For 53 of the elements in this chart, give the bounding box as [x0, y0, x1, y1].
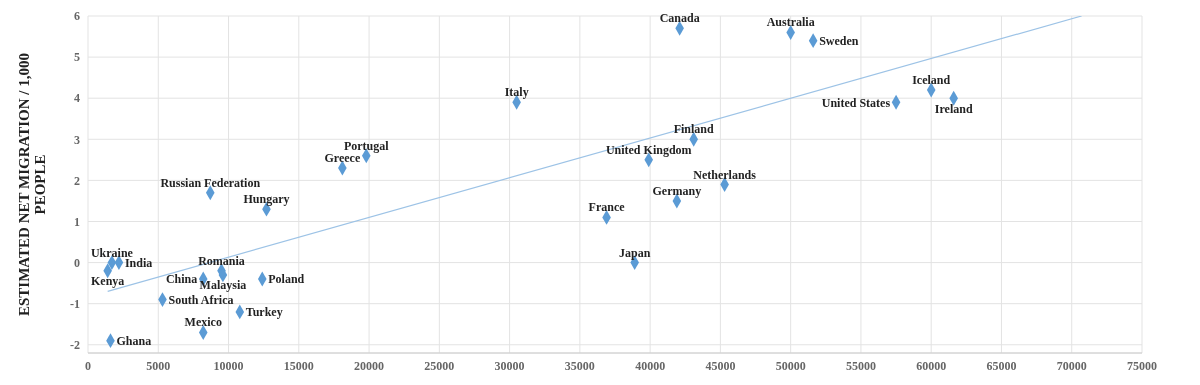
x-tick-label: 75000 [1127, 358, 1157, 373]
annotation: Hungary [243, 192, 290, 207]
y-axis-title: ESTIMATED NET MIGRATION / 1,000 PEOPLE [16, 53, 48, 316]
annotation: Iceland [912, 72, 951, 87]
annotation: United States [821, 95, 891, 110]
x-tick-label: 10000 [213, 358, 244, 373]
x-tick-label: 50000 [775, 358, 806, 373]
y-tick-label: -1 [70, 296, 80, 311]
y-tick-label: 5 [74, 50, 80, 65]
annotation: Romania [198, 253, 245, 268]
y-tick-label: 2 [74, 173, 80, 188]
annotation: Malaysia [199, 278, 247, 293]
annotation: Netherlands [693, 167, 757, 182]
y-tick-label: 6 [74, 9, 80, 24]
y-tick-label: 1 [74, 214, 80, 229]
annotation: Turkey [245, 305, 283, 320]
x-tick-label: 30000 [494, 358, 525, 373]
annotation: Portugal [343, 138, 390, 153]
annotation: Poland [268, 272, 305, 287]
x-tick-label: 25000 [424, 358, 455, 373]
annotation: Russian Federation [160, 175, 261, 190]
annotation: Australia [766, 15, 815, 30]
annotation: Kenya [91, 274, 125, 289]
annotation: South Africa [168, 292, 234, 307]
annotation: Canada [659, 11, 700, 26]
annotation: Ukraine [90, 245, 134, 260]
y-tick-label: 3 [74, 132, 80, 147]
annotation: France [588, 200, 626, 215]
annotation: Ghana [116, 333, 152, 348]
x-tick-label: 70000 [1056, 358, 1087, 373]
x-tick-label: 55000 [845, 358, 876, 373]
x-tick-label: 35000 [564, 358, 595, 373]
annotation: Greece [324, 151, 361, 166]
x-tick-label: 0 [85, 358, 91, 373]
annotation: Italy [504, 85, 529, 100]
x-tick-label: 65000 [986, 358, 1017, 373]
x-tick-label: 60000 [916, 358, 947, 373]
x-tick-label: 45000 [705, 358, 736, 373]
x-tick-label: 40000 [635, 358, 666, 373]
x-tick-label: 20000 [354, 358, 385, 373]
annotation: Mexico [184, 315, 222, 330]
x-tick-label: 5000 [146, 358, 171, 373]
annotation: Finland [673, 122, 715, 137]
y-tick-label: 4 [74, 91, 80, 106]
annotation: Germany [652, 183, 702, 198]
y-tick-label: 0 [74, 255, 80, 270]
x-tick-label: 15000 [283, 358, 314, 373]
y-tick-label: -2 [70, 338, 80, 353]
annotation: Japan [618, 245, 651, 260]
annotation: United Kingdom [605, 142, 692, 157]
annotation: Sweden [819, 33, 859, 48]
annotation: China [165, 272, 198, 287]
annotation: Ireland [934, 101, 973, 116]
